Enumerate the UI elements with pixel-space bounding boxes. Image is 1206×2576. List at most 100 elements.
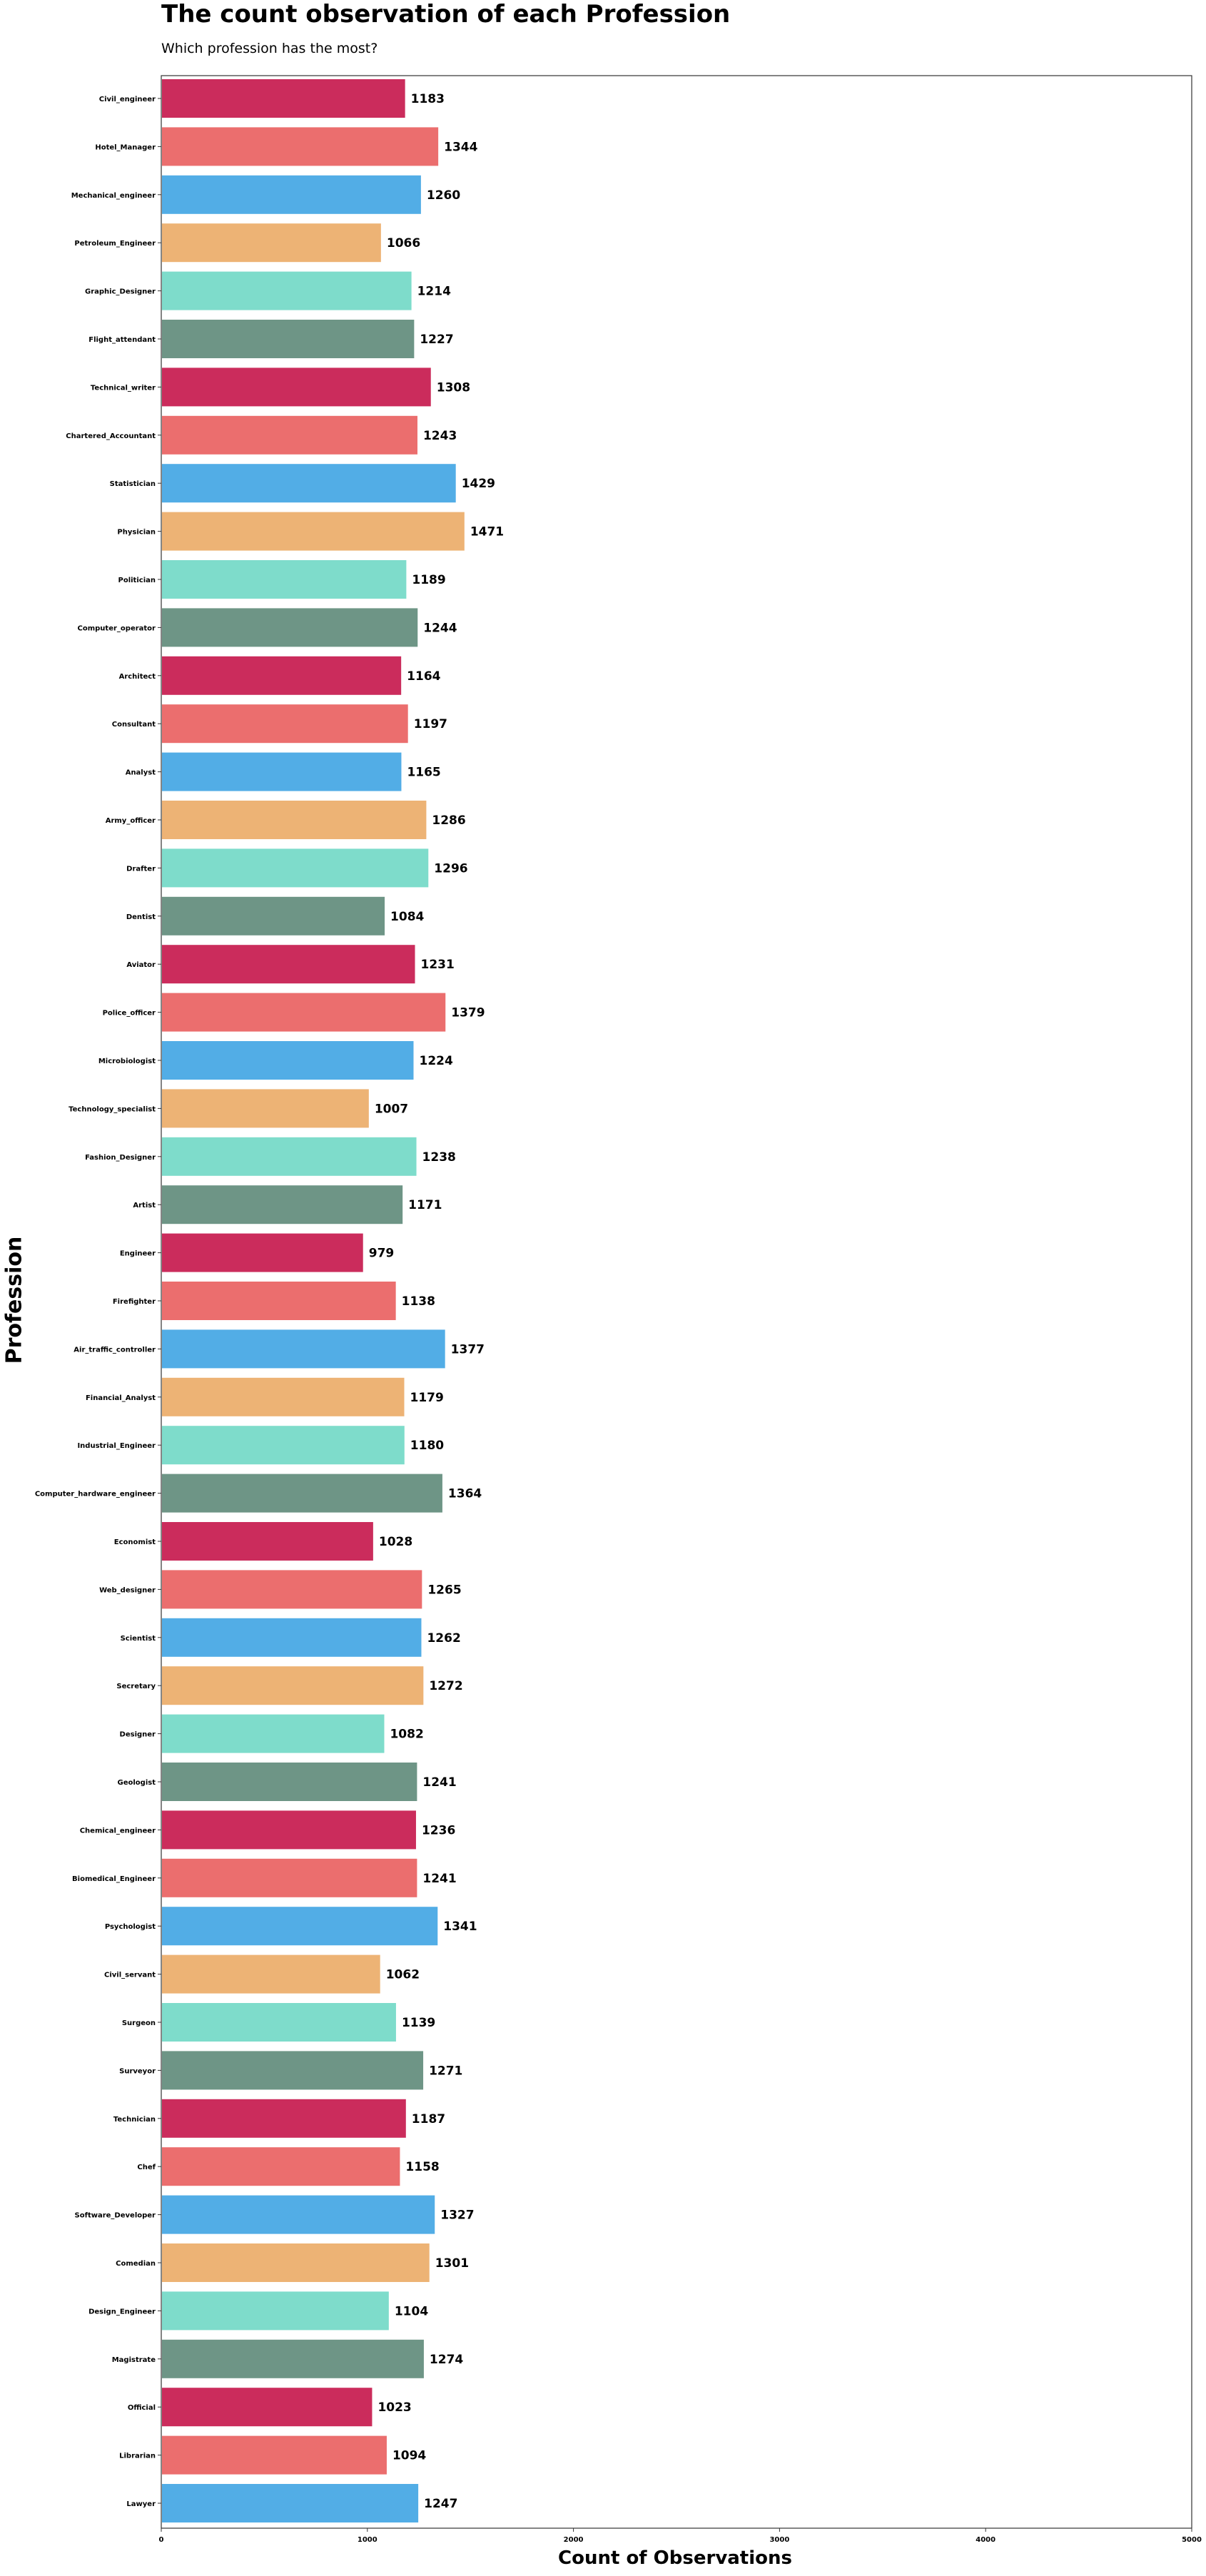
bar-analyst [162,752,402,791]
value-label: 1272 [429,1679,462,1693]
category-label: Artist [133,1202,156,1210]
category-label: Librarian [119,2453,156,2460]
value-label: 1286 [432,813,465,828]
value-label: 1238 [422,1150,456,1165]
value-label: 1138 [402,1294,435,1309]
x-tick-label: 5000 [1182,2536,1202,2544]
value-label: 1274 [430,2353,463,2367]
category-label: Politician [118,577,156,584]
value-label: 1379 [451,1006,485,1020]
value-label: 1028 [379,1535,412,1549]
value-label: 1265 [427,1583,461,1597]
category-label: Petroleum_Engineer [74,240,156,248]
value-label: 1247 [424,2497,457,2511]
category-label: Chef [137,2164,156,2171]
category-label: Consultant [112,721,156,729]
category-label: Microbiologist [98,1058,156,1065]
bar-engineer [162,1233,363,1272]
value-label: 1271 [429,2064,462,2078]
bar-microbiologist [162,1041,414,1080]
value-label: 1344 [444,140,477,154]
category-label: Industrial_Engineer [77,1442,156,1450]
value-label: 1327 [440,2209,474,2223]
bar-politician [162,560,407,599]
value-label: 1180 [410,1439,444,1453]
bar-artist [162,1185,403,1224]
value-label: 1214 [417,285,451,299]
category-label: Computer_hardware_engineer [35,1491,156,1499]
bar-hotel-manager [162,127,439,166]
category-label: Dentist [126,913,156,921]
bar-police-officer [162,993,446,1032]
bar-architect [162,656,402,695]
bar-economist [162,1522,373,1561]
category-label: Magistrate [112,2356,156,2364]
bar-physician [162,512,465,551]
x-tick-label: 0 [159,2536,164,2544]
bar-chartered-accountant [162,415,417,455]
bar-aviator [162,945,415,984]
value-label: 1183 [411,92,445,106]
category-label: Surgeon [122,2019,156,2027]
category-label: Surveyor [119,2067,156,2075]
bar-web-designer [162,1570,422,1609]
category-label: Biomedical_Engineer [72,1875,156,1883]
value-label: 1308 [437,380,470,395]
bar-surveyor [162,2051,424,2090]
x-tick-label: 4000 [976,2536,995,2544]
x-tick-label: 3000 [769,2536,789,2544]
category-label: Financial_Analyst [86,1394,156,1402]
value-label: 1224 [419,1054,452,1068]
value-label: 1231 [421,958,455,972]
category-label: Air_traffic_controller [74,1346,156,1354]
value-label: 1066 [387,236,420,250]
bar-fashion-designer [162,1137,417,1176]
value-label: 1062 [386,1968,420,1982]
category-label: Statistician [110,480,156,488]
category-label: Architect [119,673,156,681]
value-label: 1007 [375,1102,408,1116]
bar-consultant [162,704,408,744]
bar-chemical-engineer [162,1810,416,1850]
bar-army-officer [162,801,427,839]
category-label: Psychologist [105,1923,156,1931]
bar-financial-analyst [162,1377,405,1416]
category-label: Economist [114,1538,156,1546]
category-label: Web_designer [99,1586,156,1594]
labels-layer: Civil_engineer 1183 Hotel_Manager 1344 Mecha… [35,92,504,2511]
bar-civil-servant [162,1954,380,1994]
category-label: Hotel_Manager [95,143,156,151]
value-label: 1377 [451,1342,485,1357]
category-label: Chartered_Accountant [66,432,156,440]
value-label: 1341 [443,1920,477,1934]
bar-comedian [162,2243,430,2282]
value-label: 1471 [470,525,504,539]
value-label: 1296 [434,861,467,876]
bar-designer [162,1714,385,1753]
value-label: 1243 [423,429,457,443]
axis-layer: 0 1000 2000 3000 4000 5000 [158,75,1202,2544]
value-label: 1301 [435,2256,469,2271]
category-label: Technology_specialist [69,1105,156,1113]
value-label: 1164 [407,669,440,684]
x-axis-label: Count of Observations [558,2547,792,2569]
x-tick-label: 1000 [358,2536,377,2544]
bar-industrial-engineer [162,1426,405,1465]
category-label: Graphic_Designer [85,288,156,296]
bar-computer-operator [162,608,418,647]
value-label: 1179 [410,1391,443,1405]
plot-frame [161,75,1192,2529]
value-label: 1139 [402,2016,435,2030]
bar-dentist [162,896,385,935]
category-label: Army_officer [106,817,156,825]
bar-chef [162,2147,400,2186]
value-label: 1197 [414,717,447,731]
category-label: Scientist [121,1635,156,1643]
value-label: 1241 [422,1775,456,1790]
bar-magistrate [162,2339,424,2378]
value-label: 1165 [407,766,440,780]
chart-subtitle: Which profession has the most? [161,41,378,56]
bar-official [162,2388,373,2427]
category-label: Police_officer [103,1010,156,1018]
category-label: Technician [113,2116,156,2124]
